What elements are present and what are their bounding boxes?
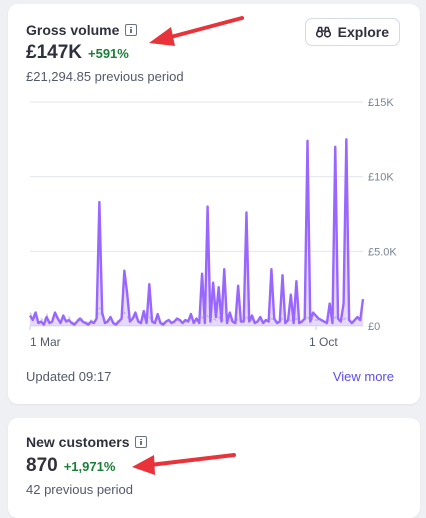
new-customers-title: New customers xyxy=(26,434,130,450)
new-customers-card: New customers 870 +1,971% 42 previous pe… xyxy=(8,418,420,518)
explore-button[interactable]: Explore xyxy=(304,18,400,46)
info-icon[interactable] xyxy=(125,24,138,36)
new-customers-value-row: 870 +1,971% xyxy=(26,455,115,477)
gross-volume-value: £147K xyxy=(26,42,82,63)
y-tick-label: £10K xyxy=(368,172,394,184)
previous-period-line xyxy=(29,307,364,324)
gross-volume-card: Gross volume £147K +591% £21,294.85 prev… xyxy=(8,4,420,404)
explore-label: Explore xyxy=(337,24,389,40)
gross-volume-value-row: £147K +591% xyxy=(26,42,129,64)
current-period-line xyxy=(28,138,365,326)
gross-volume-header: Gross volume xyxy=(26,22,138,38)
binoculars-icon xyxy=(315,26,331,38)
new-customers-previous: 42 previous period xyxy=(26,482,133,497)
updated-time: Updated 09:17 xyxy=(26,369,112,384)
y-tick-label: £0 xyxy=(368,321,380,333)
gross-volume-chart: £15K £10K £5.0K £0 1 Mar 1 Oct xyxy=(28,97,397,349)
y-tick-label: £5.0K xyxy=(368,246,397,258)
red-arrow-annotation xyxy=(132,453,236,475)
x-tick-label: 1 Mar xyxy=(30,335,61,349)
gross-volume-title: Gross volume xyxy=(26,22,120,38)
info-icon[interactable] xyxy=(135,436,148,448)
y-tick-label: £15K xyxy=(368,97,394,109)
new-customers-header: New customers xyxy=(26,434,148,450)
red-arrow-annotation xyxy=(149,16,244,46)
series-area xyxy=(30,139,363,326)
x-tick-label: 1 Oct xyxy=(309,335,338,349)
gross-volume-previous: £21,294.85 previous period xyxy=(26,69,184,84)
view-more-link[interactable]: View more xyxy=(332,369,394,384)
gross-volume-delta: +591% xyxy=(88,46,129,61)
new-customers-value: 870 xyxy=(26,455,58,476)
new-customers-delta: +1,971% xyxy=(63,459,116,474)
